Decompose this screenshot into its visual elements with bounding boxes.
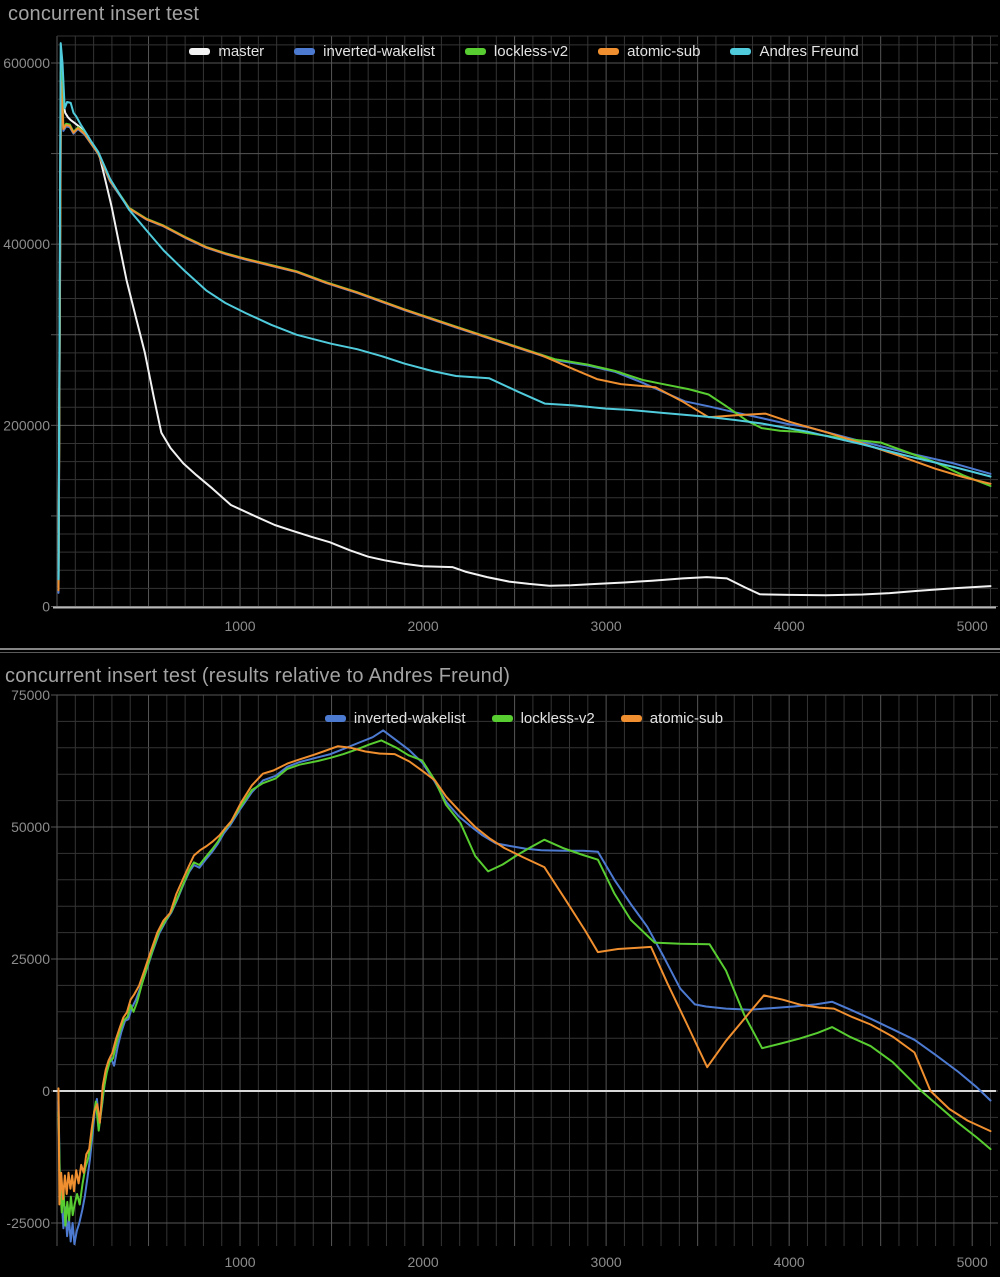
legend-swatch-inverted-wakelist xyxy=(324,715,346,722)
series-line-inverted-wakelist xyxy=(57,98,992,594)
legend-swatch-atomic-sub xyxy=(598,48,620,55)
x-tick-label: 4000 xyxy=(774,1254,805,1270)
legend-label: atomic-sub xyxy=(627,43,701,60)
chart2-tick-labels: 75000 50000 25000 0 -25000 1000 2000 3000 4000 50… xyxy=(6,687,988,1270)
x-tick-label: 1000 xyxy=(224,1254,255,1270)
x-tick-label: 5000 xyxy=(957,1254,988,1270)
y-tick-label: 200000 xyxy=(3,417,50,433)
y-tick-label: 50000 xyxy=(11,819,50,835)
x-tick-label: 3000 xyxy=(591,618,622,634)
chart1-title: concurrent insert test xyxy=(8,3,200,25)
y-tick-label: 600000 xyxy=(3,55,50,71)
x-tick-label: 2000 xyxy=(408,618,439,634)
legend-item-lockless-v2[interactable]: lockless-v2 xyxy=(464,43,569,60)
legend-item-inverted-wakelist[interactable]: inverted-wakelist xyxy=(324,710,466,727)
x-tick-label: 5000 xyxy=(957,618,988,634)
legend-item-inverted-wakelist[interactable]: inverted-wakelist xyxy=(294,43,435,60)
legend-swatch-master xyxy=(189,48,211,55)
legend-swatch-atomic-sub xyxy=(620,715,642,722)
y-tick-label: 0 xyxy=(42,1083,50,1099)
legend-label: inverted-wakelist xyxy=(353,710,466,727)
y-tick-label: 75000 xyxy=(11,687,50,703)
y-tick-label: -25000 xyxy=(6,1215,50,1231)
legend-item-lockless-v2[interactable]: lockless-v2 xyxy=(491,710,595,727)
x-tick-label: 1000 xyxy=(224,618,255,634)
chart1-series xyxy=(57,42,992,597)
legend-item-master[interactable]: master xyxy=(189,43,264,60)
legend-swatch-Andres Freund xyxy=(730,48,752,55)
legend-item-atomic-sub[interactable]: atomic-sub xyxy=(620,710,724,727)
legend-swatch-inverted-wakelist xyxy=(294,48,316,55)
legend-swatch-lockless-v2 xyxy=(464,48,486,55)
chart1-grid xyxy=(51,35,998,607)
legend-label: lockless-v2 xyxy=(493,43,569,60)
series-line-atomic-sub xyxy=(57,80,992,592)
legend-label: master xyxy=(218,43,265,60)
chart2-title: concurrent insert test (results relative… xyxy=(5,665,511,687)
x-tick-label: 3000 xyxy=(591,1254,622,1270)
chart2-grid xyxy=(51,694,998,1246)
y-tick-label: 400000 xyxy=(3,236,50,252)
series-line-master xyxy=(57,71,992,597)
series-line-lockless-v2 xyxy=(57,52,992,585)
chart2-series xyxy=(57,729,992,1246)
legend-label: inverted-wakelist xyxy=(323,43,435,60)
series-line-inverted-wakelist xyxy=(57,729,992,1246)
series-line-Andres Freund xyxy=(57,42,992,581)
legend-label: atomic-sub xyxy=(649,710,724,727)
legend-item-atomic-sub[interactable]: atomic-sub xyxy=(598,43,700,60)
series-line-lockless-v2 xyxy=(57,739,992,1227)
legend-label: lockless-v2 xyxy=(520,710,595,727)
legend-swatch-lockless-v2 xyxy=(491,715,513,722)
y-tick-label: 25000 xyxy=(11,951,50,967)
chart1-legend: master inverted-wakelist lockless-v2 atomic… xyxy=(57,43,991,60)
legend-label: Andres Freund xyxy=(759,43,859,60)
series-line-atomic-sub xyxy=(57,745,992,1206)
x-tick-label: 4000 xyxy=(774,618,805,634)
y-tick-label: 0 xyxy=(42,599,50,615)
x-tick-label: 2000 xyxy=(408,1254,439,1270)
chart1-tick-labels: 0 200000 400000 600000 1000 2000 3000 4000 5000 xyxy=(3,55,988,634)
chart2-legend: inverted-wakelist lockless-v2 atomic-sub xyxy=(57,710,991,727)
chart-divider xyxy=(0,648,1000,653)
legend-item-Andres Freund[interactable]: Andres Freund xyxy=(730,43,859,60)
